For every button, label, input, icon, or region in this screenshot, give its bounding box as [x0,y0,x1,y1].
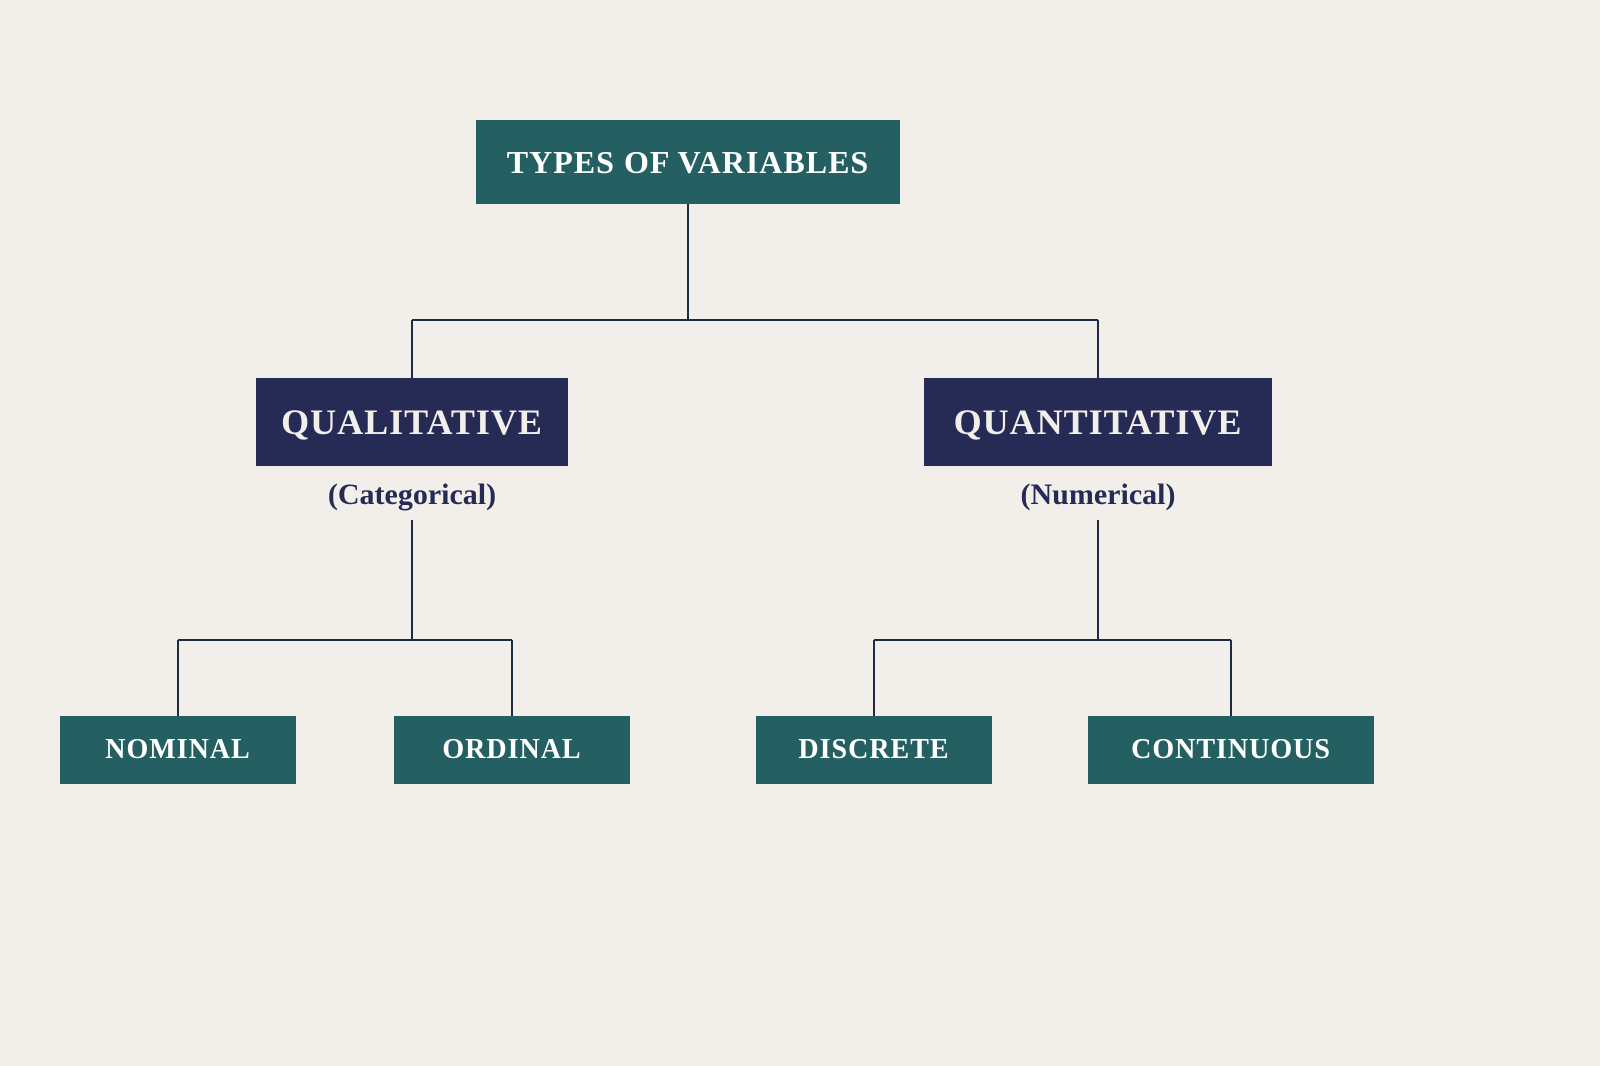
node-nominal-label: NOMINAL [105,734,250,766]
diagram-canvas: TYPES OF VARIABLES QUALITATIVE QUANTITAT… [0,0,1600,1066]
node-qualitative-label: QUALITATIVE [281,401,543,443]
node-continuous: CONTINUOUS [1088,716,1374,784]
node-qualitative: QUALITATIVE [256,378,568,466]
node-quantitative-label: QUANTITATIVE [954,401,1243,443]
node-nominal: NOMINAL [60,716,296,784]
node-ordinal: ORDINAL [394,716,630,784]
node-root-label: TYPES OF VARIABLES [507,144,869,181]
node-discrete: DISCRETE [756,716,992,784]
subtitle-numerical: (Numerical) [1021,478,1176,512]
node-ordinal-label: ORDINAL [442,734,581,766]
subtitle-categorical: (Categorical) [328,478,496,512]
node-root: TYPES OF VARIABLES [476,120,900,204]
node-continuous-label: CONTINUOUS [1131,734,1331,766]
subtitle-categorical-text: (Categorical) [328,478,496,511]
node-quantitative: QUANTITATIVE [924,378,1272,466]
subtitle-numerical-text: (Numerical) [1021,478,1176,511]
node-discrete-label: DISCRETE [798,734,949,766]
